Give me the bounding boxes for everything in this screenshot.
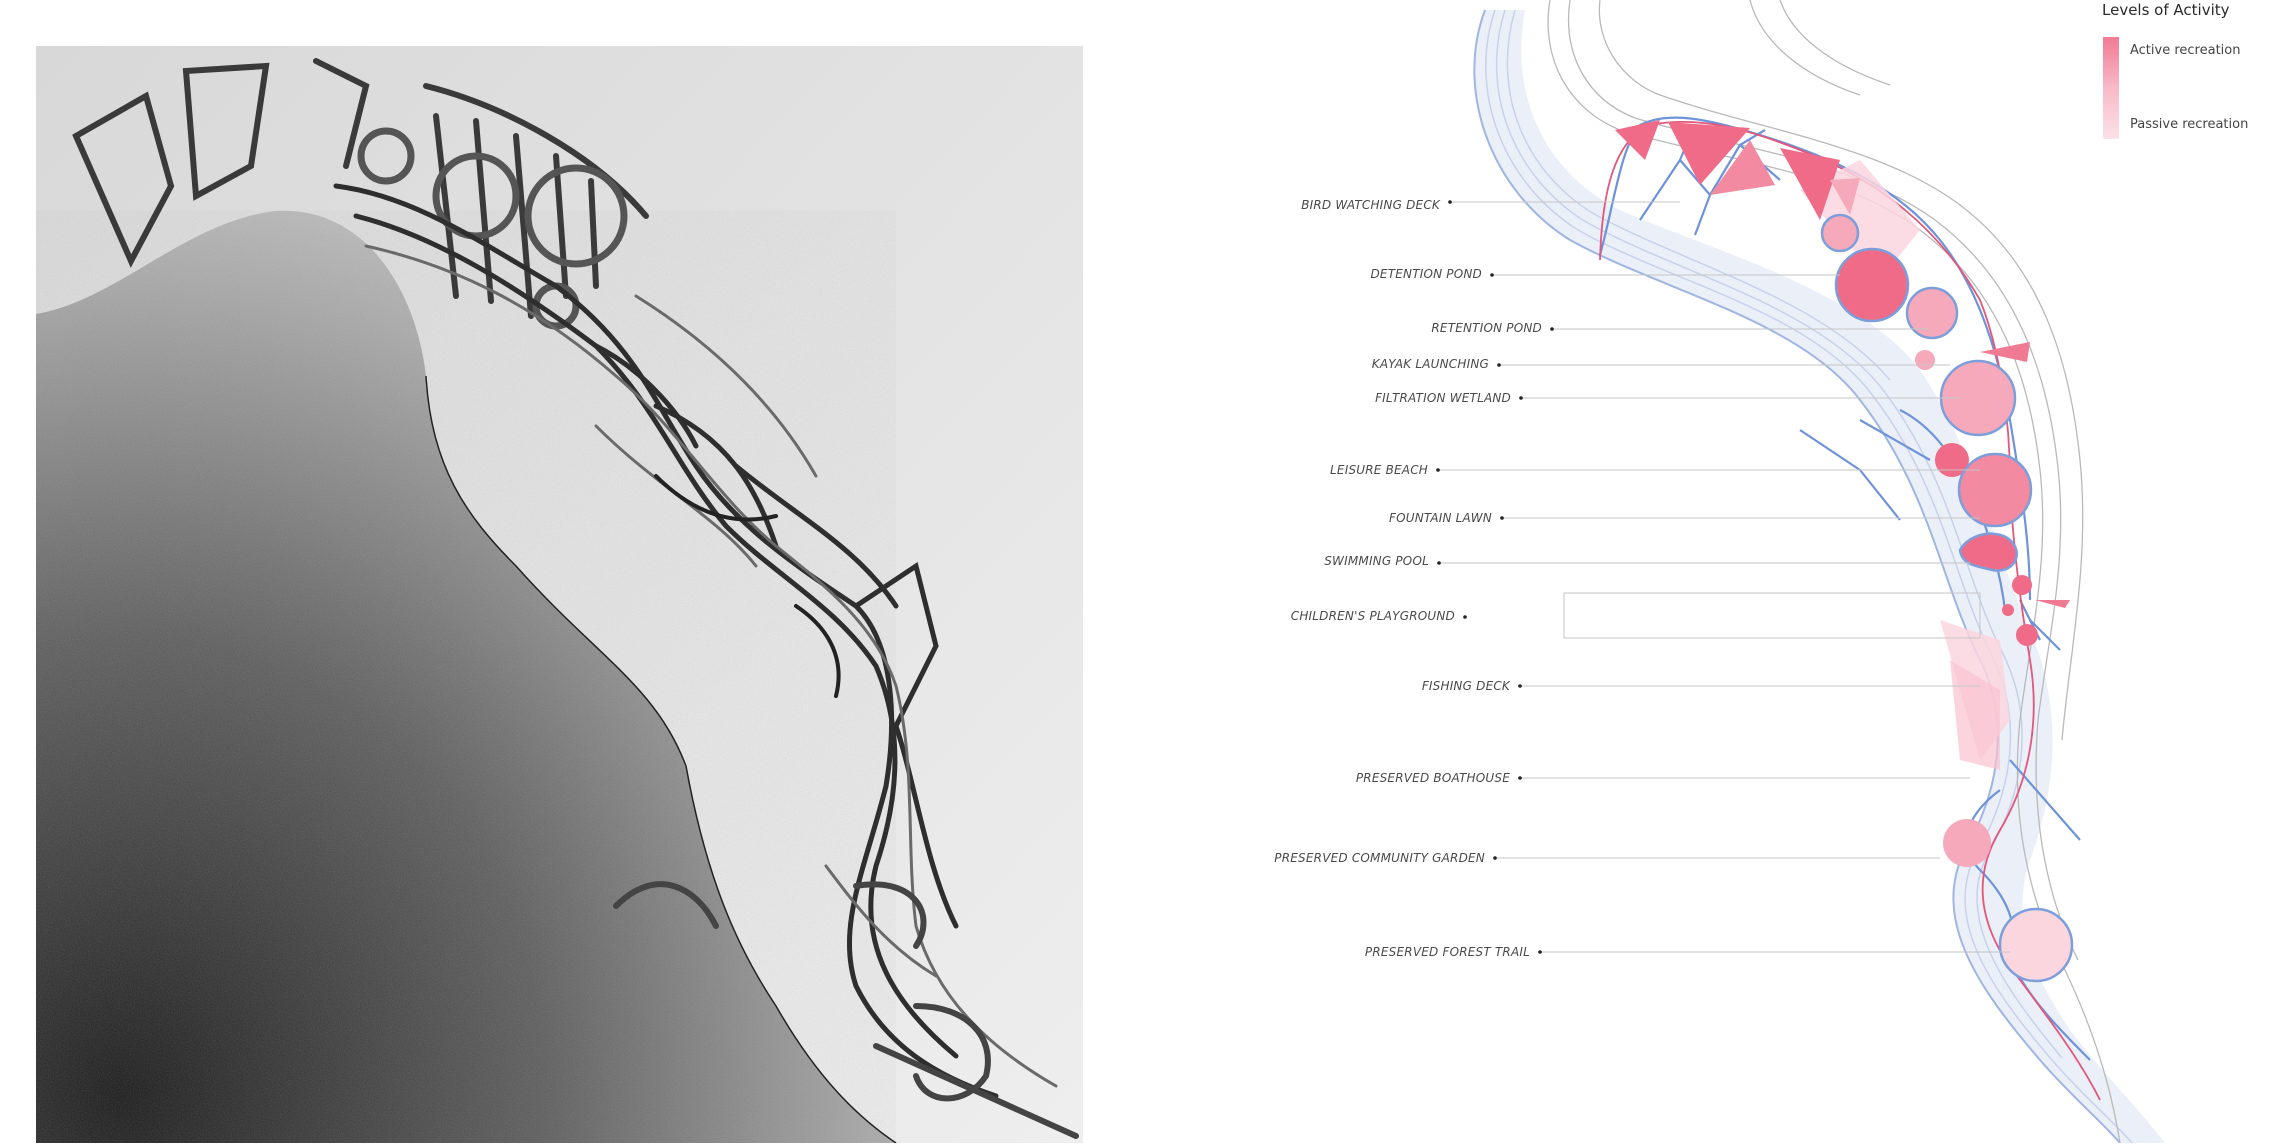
- swimming-pool-label: SWIMMING POOL: [1324, 554, 1429, 568]
- feature-circles: [1820, 213, 2074, 983]
- preserved-community-garden-label: PRESERVED COMMUNITY GARDEN: [1274, 851, 1485, 865]
- feature-labels: BIRD WATCHING DECK DETENTION POND RETENT…: [1274, 198, 1542, 959]
- kayak-launching-label: KAYAK LAUNCHING: [1372, 357, 1489, 371]
- model-photograph: [36, 46, 1083, 1143]
- preserved-boathouse-label: PRESERVED BOATHOUSE: [1356, 771, 1510, 785]
- filtration-wetland-label: FILTRATION WETLAND: [1375, 391, 1511, 405]
- legend-active-label: Active recreation: [2130, 43, 2240, 58]
- childrens-playground-label: CHILDREN'S PLAYGROUND: [1291, 609, 1455, 623]
- retention-pond-label: RETENTION POND: [1431, 321, 1542, 335]
- leisure-beach-label: LEISURE BEACH: [1330, 463, 1428, 477]
- leader-dots: [1436, 200, 1554, 954]
- bird-watching-deck-label: BIRD WATCHING DECK: [1301, 198, 1441, 212]
- preserved-forest-trail-label: PRESERVED FOREST TRAIL: [1365, 945, 1530, 959]
- fountain-lawn-label: FOUNTAIN LAWN: [1389, 511, 1492, 525]
- detention-pond-label: DETENTION POND: [1370, 267, 1482, 281]
- legend-title: Levels of Activity: [2102, 1, 2230, 19]
- leader-lines: [1438, 201, 2010, 953]
- legend-gradient-bar: [2103, 37, 2119, 139]
- active-zones: [1615, 120, 1860, 220]
- activity-legend: Levels of Activity Active recreation Pas…: [2102, 1, 2248, 139]
- legend-passive-label: Passive recreation: [2130, 117, 2248, 132]
- model-strips: [72, 58, 1079, 1139]
- site-plan: BIRD WATCHING DECK DETENTION POND RETENT…: [1240, 0, 2275, 1144]
- fishing-deck-label: FISHING DECK: [1422, 679, 1511, 693]
